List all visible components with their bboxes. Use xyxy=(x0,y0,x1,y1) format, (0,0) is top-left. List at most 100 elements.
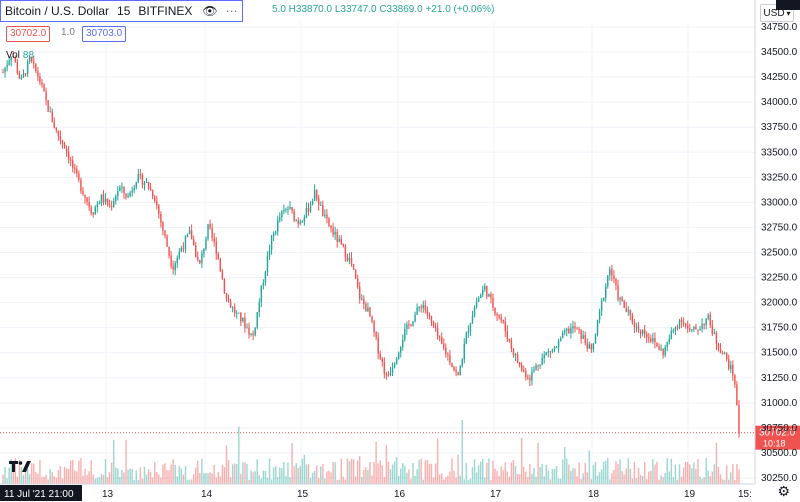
exchange-label: BITFINEX xyxy=(138,4,193,18)
volume-bar xyxy=(580,478,582,484)
candle-body xyxy=(650,338,652,342)
volume-bar xyxy=(738,469,740,484)
gear-icon[interactable]: ⚙ xyxy=(777,483,790,499)
volume-bar xyxy=(523,466,525,484)
candle-body xyxy=(520,365,523,371)
candle-body xyxy=(428,314,431,316)
candle-body xyxy=(166,235,168,247)
candle-body xyxy=(707,314,709,319)
candle-body xyxy=(72,160,74,168)
candle-body xyxy=(264,271,267,283)
volume-bar xyxy=(59,465,62,484)
buy-price-pill[interactable]: 30703.0 xyxy=(82,26,127,42)
volume-bar xyxy=(102,474,105,484)
candle-body xyxy=(441,337,443,344)
volume-bar xyxy=(41,477,43,484)
volume-bar xyxy=(455,477,457,484)
candle-body xyxy=(412,321,414,326)
candle-body xyxy=(108,205,111,207)
y-tick-label: 32500.0 xyxy=(761,248,798,259)
candle-body xyxy=(479,294,482,298)
candle-body xyxy=(43,84,45,92)
volume-bar xyxy=(514,465,517,484)
order-quantity[interactable]: 1.0 xyxy=(58,26,78,40)
candle-body xyxy=(315,190,318,199)
volume-bar xyxy=(625,468,627,484)
candle-body xyxy=(279,217,281,221)
volume-bar xyxy=(108,472,111,484)
tradingview-logo[interactable] xyxy=(8,458,34,474)
candle-body xyxy=(334,231,336,235)
candle-body xyxy=(377,337,379,354)
volume-bar xyxy=(721,479,724,484)
candle-body xyxy=(549,351,552,353)
candle-body xyxy=(14,57,17,62)
candle-body xyxy=(311,200,314,205)
candle-body xyxy=(691,329,693,331)
candle-body xyxy=(31,57,33,62)
candle-body xyxy=(6,64,8,68)
interval-label[interactable]: 15 xyxy=(117,4,131,18)
volume-bar xyxy=(43,476,45,484)
candle-body xyxy=(703,324,705,326)
candle-body xyxy=(414,314,416,322)
volume-bar xyxy=(207,473,209,484)
symbol-box[interactable]: Bitcoin / U.S. Dollar 15 BITFINEX 👁 ⋯ xyxy=(0,0,243,22)
eye-icon[interactable]: 👁 xyxy=(202,4,218,18)
volume-bar xyxy=(20,466,23,484)
candle-body xyxy=(203,249,205,254)
candle-body xyxy=(430,315,433,322)
candle-body xyxy=(96,204,99,208)
candle-body xyxy=(490,294,492,298)
volume-bar xyxy=(137,479,140,484)
volume-bar xyxy=(28,474,31,484)
volume-bar xyxy=(141,478,144,484)
symbol-name[interactable]: Bitcoin / U.S. Dollar xyxy=(5,4,110,18)
volume-bar xyxy=(412,463,414,484)
candle-body xyxy=(160,214,162,223)
more-icon[interactable]: ⋯ xyxy=(225,4,238,18)
volume-bar xyxy=(350,459,353,484)
volume-bar xyxy=(500,466,502,484)
volume-bar xyxy=(295,463,297,484)
candle-body xyxy=(287,208,289,210)
candle-body xyxy=(568,328,570,334)
candle-body xyxy=(709,314,711,326)
volume-value: 88 xyxy=(22,50,35,61)
candle-body xyxy=(590,344,593,350)
candle-body xyxy=(127,195,129,198)
volume-bar xyxy=(496,470,498,484)
volume-bar xyxy=(256,459,258,484)
volume-bar xyxy=(420,458,422,484)
candle-body xyxy=(516,354,519,363)
candle-body xyxy=(619,297,621,300)
volume-bar xyxy=(233,463,236,484)
volume-bar xyxy=(652,459,654,484)
candle-body xyxy=(537,365,539,367)
candle-body xyxy=(639,330,642,334)
candle-body xyxy=(231,307,234,309)
candle-body xyxy=(566,328,568,331)
volume-bar xyxy=(78,460,80,484)
volume-bar xyxy=(354,476,357,484)
volume-bar xyxy=(631,478,634,484)
candle-body xyxy=(658,346,660,350)
candle-body xyxy=(732,364,734,376)
candle-body xyxy=(469,323,472,332)
candle-body xyxy=(86,197,88,202)
volume-bar xyxy=(123,472,125,484)
volume-bar xyxy=(639,474,642,484)
candle-body xyxy=(24,73,27,75)
volume-bar xyxy=(367,469,369,484)
candle-body xyxy=(447,354,449,356)
candle-body xyxy=(197,257,199,260)
volume-bar xyxy=(602,461,605,484)
volume-bar xyxy=(248,479,250,484)
candle-body xyxy=(338,238,340,242)
volume-bar xyxy=(445,477,447,484)
volume-bar xyxy=(240,473,242,484)
volume-bar xyxy=(31,463,33,484)
sell-price-pill[interactable]: 30702.0 xyxy=(6,26,51,42)
